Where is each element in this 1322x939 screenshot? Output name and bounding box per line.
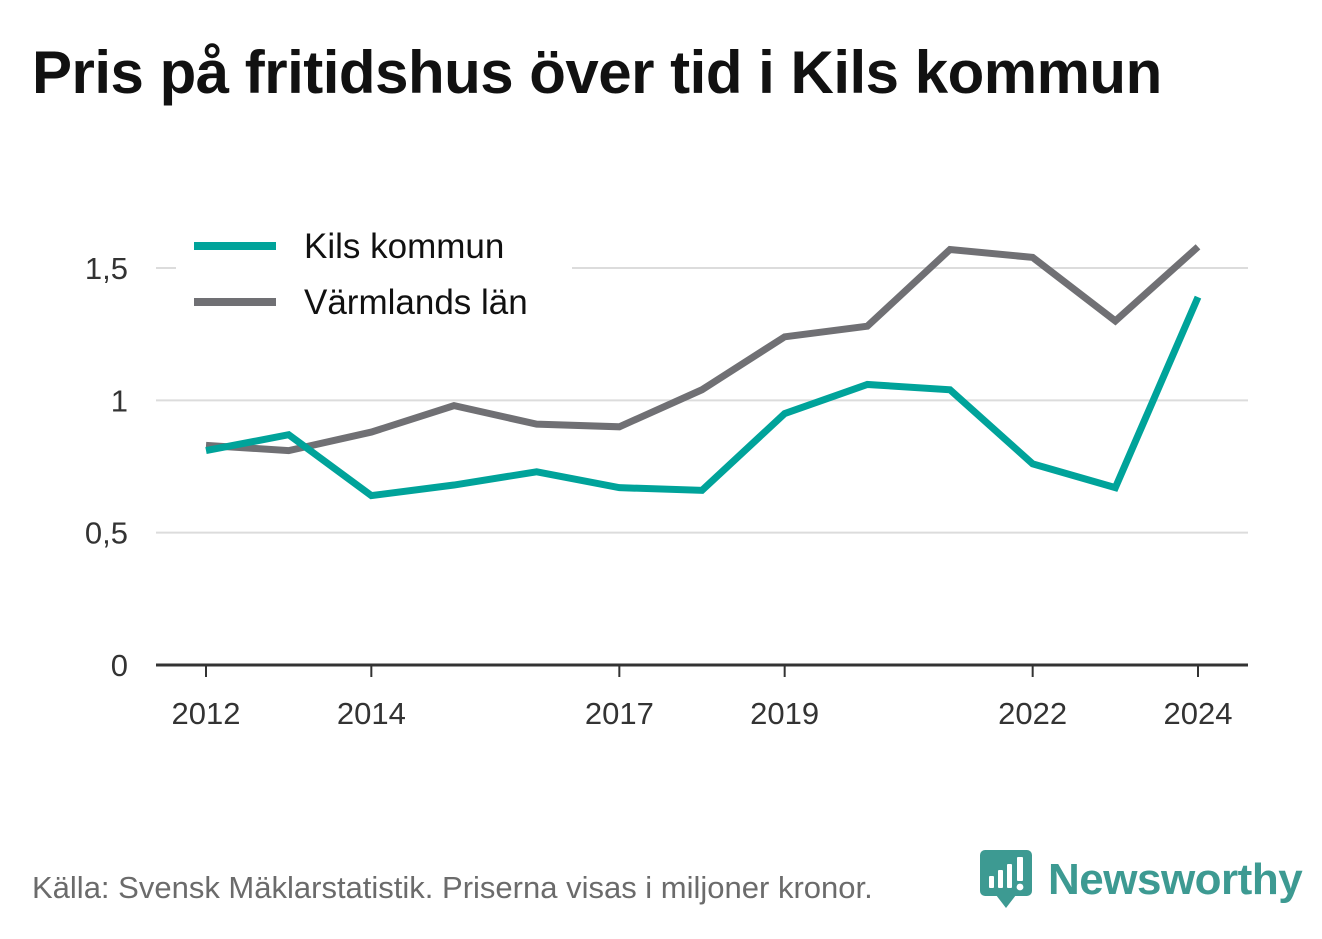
y-tick-label: 1 [111,383,128,418]
series-lines [205,244,1202,500]
brand: Newsworthy [980,850,1303,910]
legend-label: Kils kommun [304,227,504,266]
chart-title: Pris på fritidshus över tid i Kils kommu… [32,39,1162,106]
legend-background [176,212,572,330]
legend: Kils kommun Värmlands län [176,212,572,330]
legend-item: Kils kommun [194,227,504,266]
bar-chart-speech-bubble-icon [980,850,1032,908]
x-tick-label: 2024 [1164,696,1233,731]
source-note: Källa: Svensk Mäklarstatistik. Priserna … [32,870,873,905]
x-tick-label: 2019 [750,696,819,731]
series-line-kils-kommun [205,295,1202,500]
y-tick-label: 0,5 [85,516,128,551]
brand-name: Newsworthy [1048,855,1303,904]
y-axis-tick-labels: 0 0,5 1 1,5 [85,251,128,683]
legend-label: Värmlands län [304,283,528,322]
x-tick-label: 2022 [998,696,1067,731]
x-axis: 2012 2014 2017 2019 2022 2024 [156,663,1248,731]
x-tick-label: 2017 [585,696,654,731]
x-tick-label: 2014 [337,696,406,731]
series-line-varmlands-lan [205,244,1201,455]
x-tick-label: 2012 [172,696,241,731]
y-tick-label: 0 [111,648,128,683]
y-tick-label: 1,5 [85,251,128,286]
legend-item: Värmlands län [194,283,528,322]
